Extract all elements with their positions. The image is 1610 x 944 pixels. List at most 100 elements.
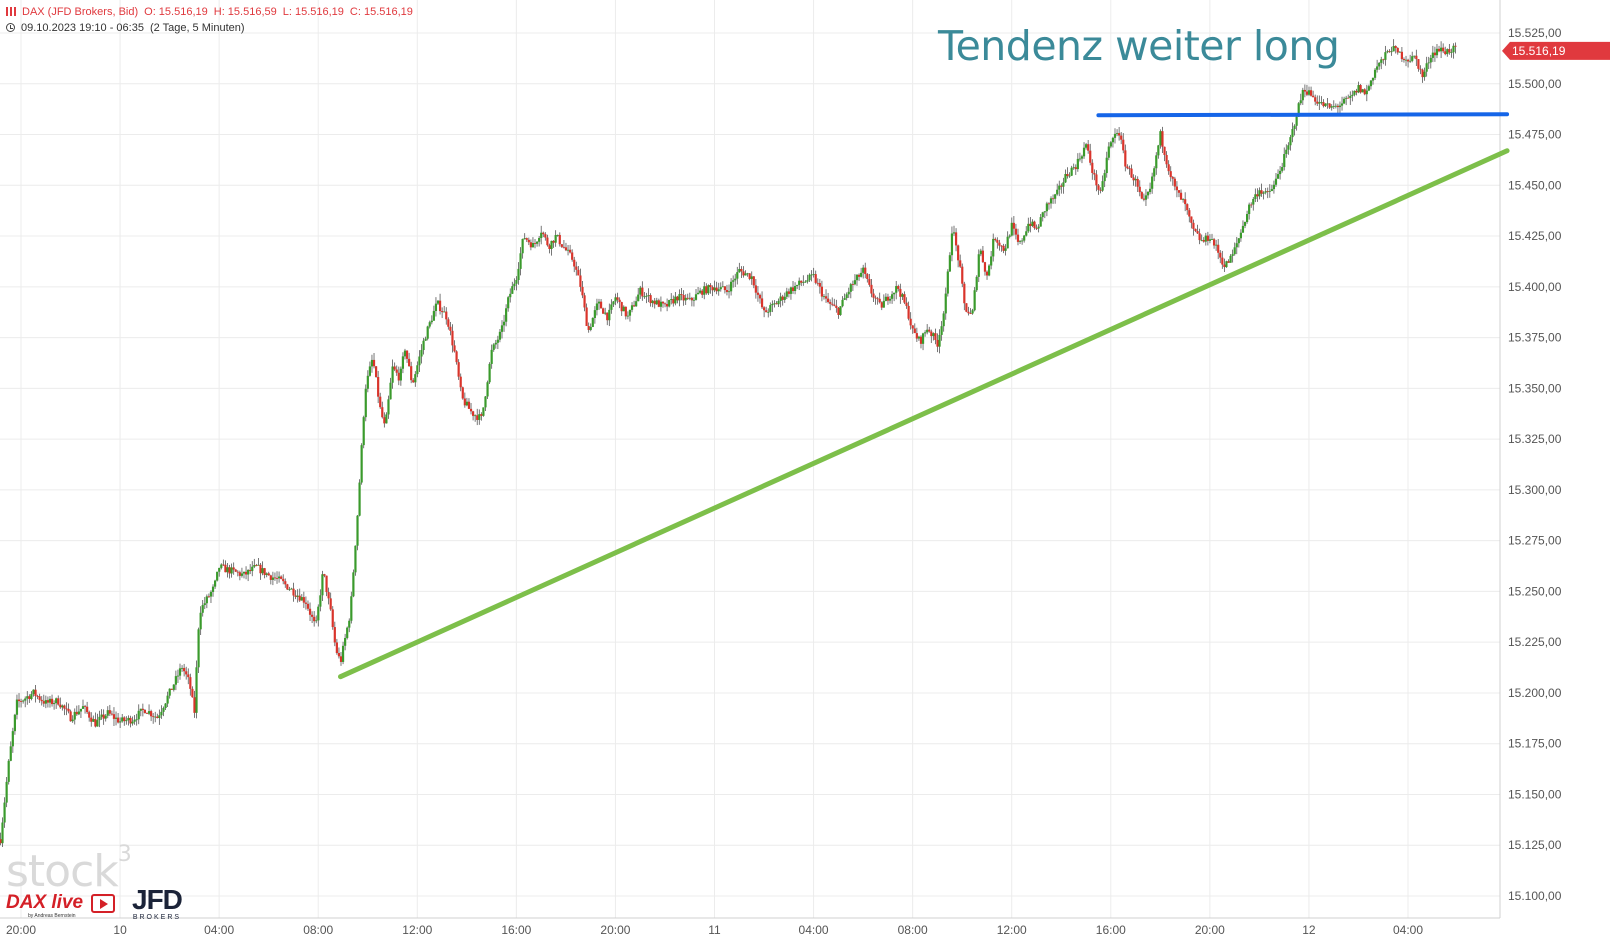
candle-body: [847, 291, 850, 295]
candle-body: [213, 580, 217, 587]
candle-body: [164, 703, 167, 709]
candle-body: [183, 667, 186, 672]
candle-body: [602, 308, 605, 314]
chart-range-info: 09.10.2023 19:10 - 06:35 (2 Tage, 5 Minut…: [6, 22, 251, 34]
candle-body: [1138, 186, 1141, 193]
candle-body: [938, 334, 941, 347]
candle-body: [57, 698, 60, 705]
candle-body: [1328, 103, 1331, 108]
candle-body: [915, 333, 918, 339]
candle-body: [247, 569, 250, 575]
candle-body: [1291, 129, 1294, 138]
candle-body: [562, 246, 566, 248]
candle-body: [525, 238, 528, 240]
candle-body: [77, 711, 80, 715]
candle-body: [86, 706, 89, 713]
candle-body: [240, 573, 244, 576]
low-value: L: 15.516,19: [282, 6, 344, 18]
candle-body: [1130, 168, 1133, 178]
candle-body: [591, 317, 594, 327]
candle-body: [1161, 131, 1164, 147]
candle-body: [36, 695, 39, 697]
candle-body: [533, 243, 537, 244]
candle-body: [337, 653, 341, 657]
candle-body: [46, 700, 50, 703]
candle-body: [162, 708, 165, 712]
candle-body: [1404, 59, 1408, 61]
candle-body: [205, 596, 208, 604]
candle-body: [94, 719, 97, 727]
candle-body: [123, 717, 126, 722]
candle-body: [670, 299, 673, 301]
symbol-label: DAX (JFD Brokers, Bid): [22, 6, 139, 18]
candle-body: [639, 287, 642, 295]
candle-body: [187, 674, 190, 678]
y-tick-label: 15.525,00: [1508, 26, 1562, 40]
candle-body: [224, 564, 227, 573]
candle-body: [548, 245, 551, 249]
candle-body: [288, 589, 291, 591]
candle-body: [185, 671, 188, 675]
candle-body: [1113, 133, 1117, 138]
candle-body: [482, 407, 485, 416]
candle-body: [63, 705, 66, 709]
candle-body: [24, 698, 27, 701]
candle-body: [317, 606, 320, 621]
candle-body: [426, 326, 429, 339]
candle-body: [505, 308, 508, 322]
candle-body: [998, 242, 1001, 246]
candle-body: [160, 711, 163, 716]
candle-body: [209, 591, 213, 597]
candle-body: [244, 571, 248, 575]
x-tick-label: 04:00: [204, 923, 234, 937]
candle-body: [1272, 184, 1276, 190]
candle-body: [133, 719, 136, 722]
candle-body: [744, 273, 747, 276]
dax-live-sub: by Andreas Bernstein: [28, 913, 76, 919]
candle-body: [92, 719, 95, 722]
candle-body: [1225, 261, 1228, 268]
candle-body: [391, 366, 394, 383]
candle-body: [1421, 69, 1424, 78]
candle-body: [1021, 240, 1024, 242]
candle-body: [899, 288, 902, 297]
candle-body: [401, 356, 405, 369]
candle-body: [145, 713, 149, 714]
candle-body: [352, 572, 355, 597]
candle-body: [620, 302, 623, 312]
candle-body: [911, 325, 914, 329]
candle-body: [471, 411, 475, 416]
candle-body: [374, 366, 378, 378]
candle-body: [242, 571, 246, 574]
candle-body: [1367, 86, 1370, 91]
candle-body: [961, 266, 964, 284]
candle-body: [1142, 198, 1145, 200]
candle-body: [783, 296, 786, 300]
candle-body: [1124, 150, 1127, 167]
x-tick-label: 12: [1302, 923, 1316, 937]
candle-body: [416, 365, 419, 375]
candle-body: [595, 303, 599, 311]
candle-body: [824, 296, 828, 299]
candle-body: [1134, 178, 1137, 181]
candle-body: [905, 302, 908, 306]
candle-body: [494, 342, 497, 345]
y-tick-label: 15.275,00: [1508, 534, 1562, 548]
candle-body: [535, 241, 539, 244]
candle-body: [932, 333, 935, 337]
candle-body: [1433, 52, 1437, 56]
candle-body: [55, 698, 58, 704]
candle-body: [694, 294, 698, 300]
y-tick-label: 15.450,00: [1508, 178, 1562, 192]
candle-body: [275, 578, 279, 579]
candle-body: [441, 311, 444, 313]
candle-body: [333, 627, 336, 643]
candle-body: [880, 302, 883, 308]
candle-body: [108, 710, 111, 714]
candle-body: [835, 305, 838, 308]
stock3-watermark: stock3: [6, 842, 132, 897]
candle-body: [143, 709, 147, 714]
candle-body: [1347, 97, 1350, 99]
candle-body: [818, 282, 821, 287]
